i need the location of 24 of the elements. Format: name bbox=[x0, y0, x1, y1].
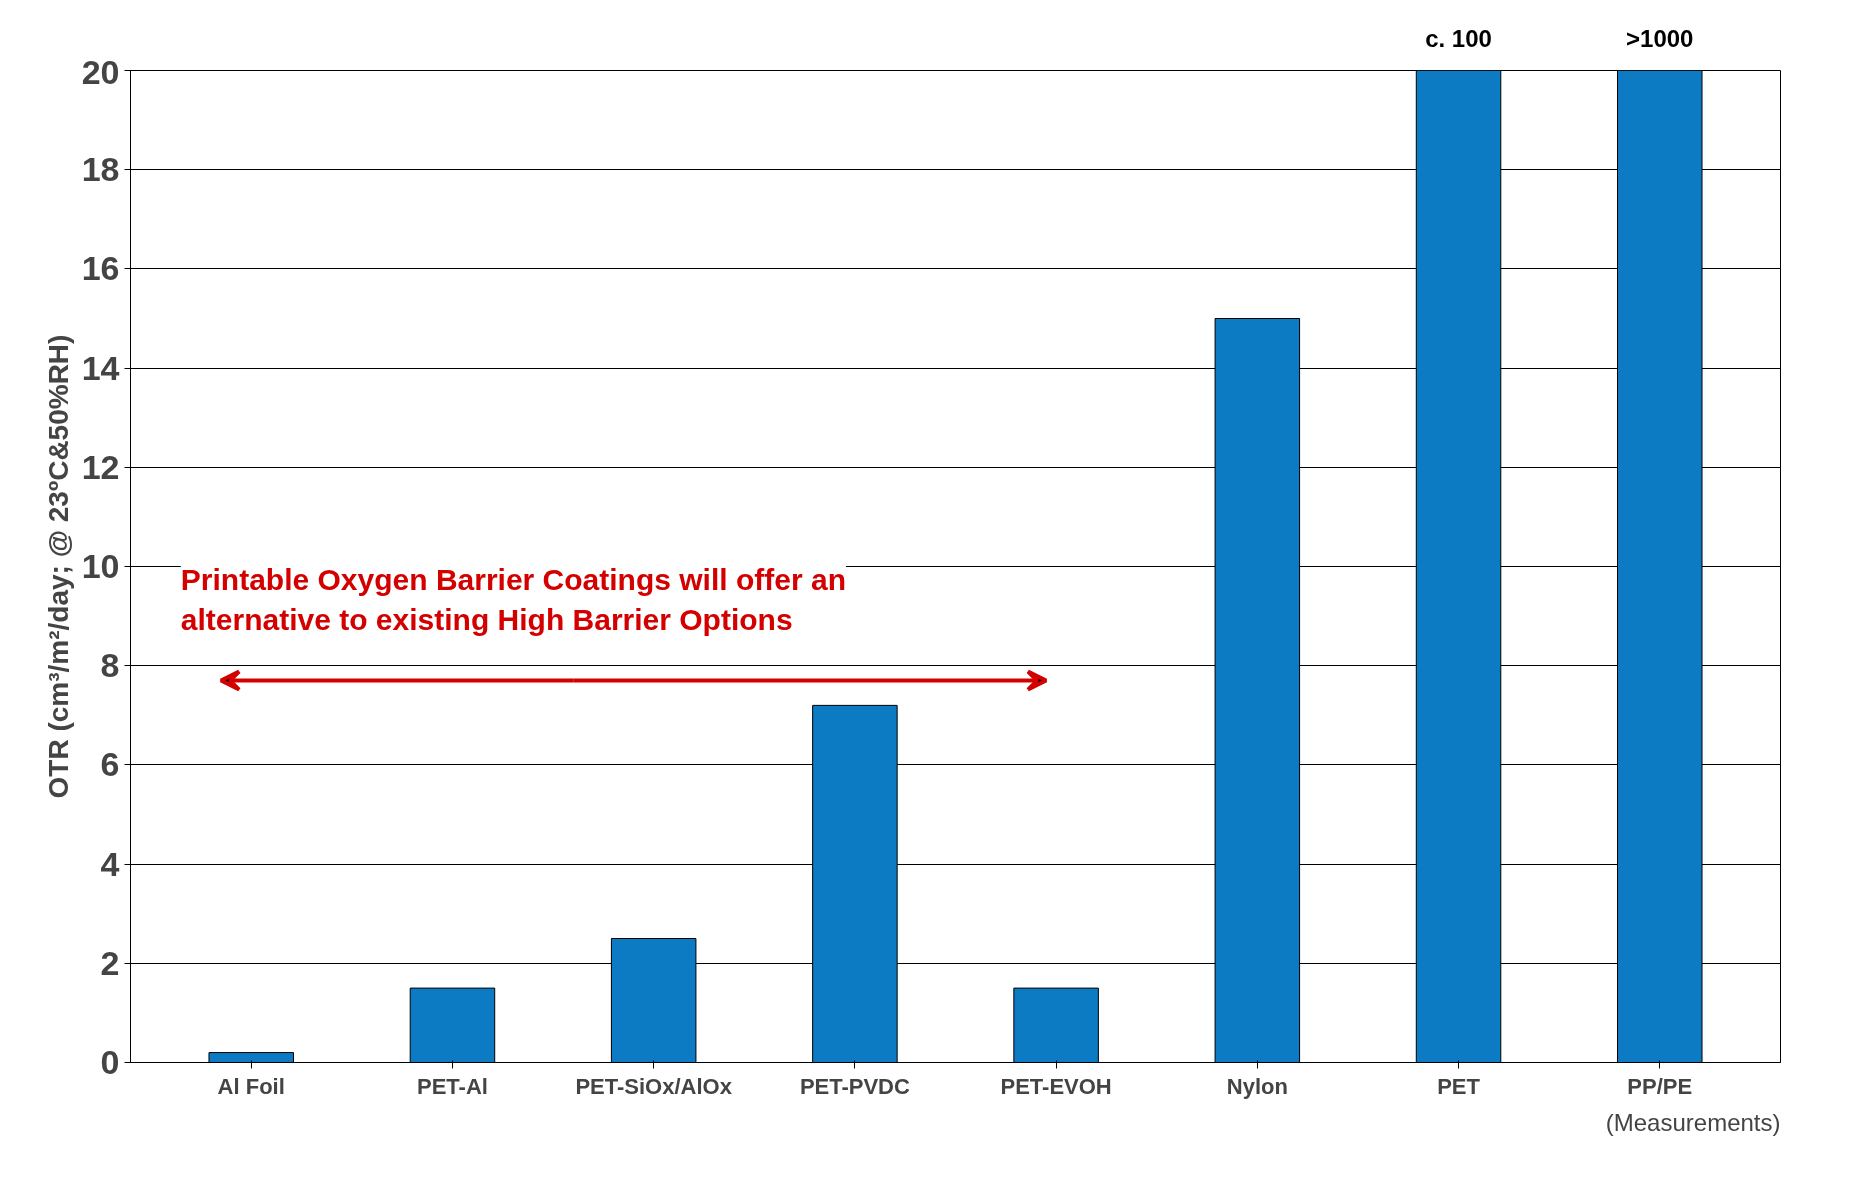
y-tick-label: 8 bbox=[100, 646, 120, 685]
x-tick-label: PET-PVDC bbox=[799, 1073, 911, 1099]
y-tick-label: 16 bbox=[81, 249, 120, 288]
x-tick-label: PP/PE bbox=[1627, 1073, 1693, 1099]
y-tick-label: 4 bbox=[100, 844, 120, 883]
x-tick-label: Al Foil bbox=[217, 1073, 285, 1099]
y-tick-label: 12 bbox=[81, 447, 120, 486]
y-tick-label: 2 bbox=[100, 943, 120, 982]
y-tick-label: 20 bbox=[81, 52, 120, 91]
x-tick-label: PET-Al bbox=[417, 1073, 488, 1099]
y-tick-label: 6 bbox=[100, 745, 120, 784]
annotation: Printable Oxygen Barrier Coatings will offer an alternative to existing High Barrier Options bbox=[180, 563, 846, 636]
text: (Measurements) bbox=[1605, 1108, 1781, 1136]
x-tick-label: Nylon bbox=[1226, 1073, 1288, 1099]
y-tick-label: 10 bbox=[81, 547, 120, 585]
y-tick-label: 18 bbox=[81, 150, 120, 189]
annotation: c. 100 bbox=[1425, 24, 1492, 52]
annotation: >1000 bbox=[1626, 24, 1694, 52]
x-tick-label: PET-SiOx/AlOx bbox=[575, 1073, 733, 1099]
y-tick-label: 14 bbox=[81, 348, 120, 387]
x-tick-label: PET-EVOH bbox=[1000, 1073, 1112, 1099]
x-tick-label: PET bbox=[1437, 1073, 1481, 1099]
y-tick-label: 0 bbox=[100, 1043, 120, 1081]
y-axis-title: OTR (cm³/m²/day; @ 23ºC&50%RH) bbox=[42, 334, 74, 799]
